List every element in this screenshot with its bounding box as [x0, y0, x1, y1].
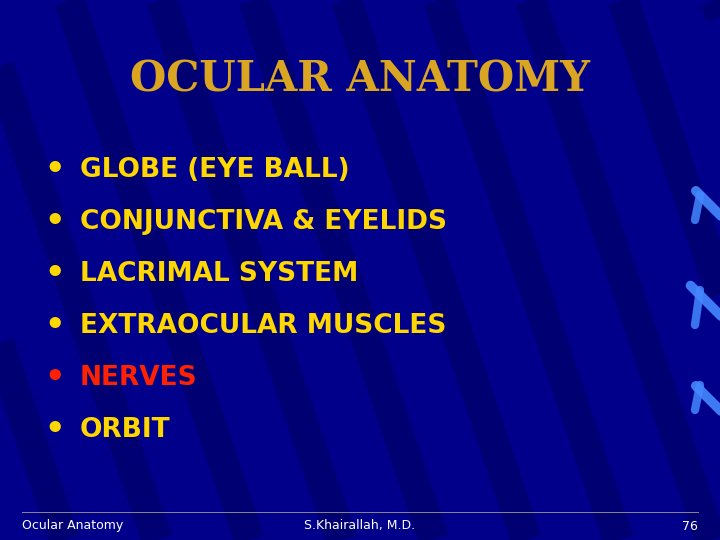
- Text: LACRIMAL SYSTEM: LACRIMAL SYSTEM: [80, 261, 359, 287]
- Text: •: •: [45, 154, 66, 186]
- Text: GLOBE (EYE BALL): GLOBE (EYE BALL): [80, 157, 350, 183]
- Text: •: •: [45, 206, 66, 238]
- Text: •: •: [45, 310, 66, 341]
- Text: NERVES: NERVES: [80, 365, 197, 391]
- Text: S.Khairallah, M.D.: S.Khairallah, M.D.: [305, 519, 415, 532]
- Text: 76: 76: [682, 519, 698, 532]
- Text: •: •: [45, 415, 66, 446]
- Text: •: •: [45, 259, 66, 289]
- Text: •: •: [45, 362, 66, 394]
- Text: OCULAR ANATOMY: OCULAR ANATOMY: [130, 59, 590, 101]
- Text: Ocular Anatomy: Ocular Anatomy: [22, 519, 123, 532]
- Text: ORBIT: ORBIT: [80, 417, 171, 443]
- Text: EXTRAOCULAR MUSCLES: EXTRAOCULAR MUSCLES: [80, 313, 446, 339]
- Text: CONJUNCTIVA & EYELIDS: CONJUNCTIVA & EYELIDS: [80, 209, 447, 235]
